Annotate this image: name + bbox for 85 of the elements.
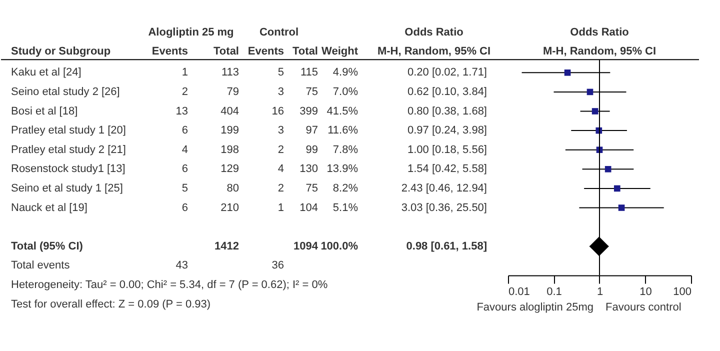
text: Heterogeneity: Tau² = 0.00; Chi² = 5.34, df = 7 (P = 0.62); I² = 0% — [11, 278, 328, 291]
text: 210 — [220, 202, 239, 214]
text: 7.0% — [332, 86, 358, 98]
text: 115 — [300, 66, 318, 79]
x-tick-label: 1 — [596, 286, 604, 298]
text: Odds Ratio — [404, 26, 464, 39]
text: 1.54 [0.42, 5.58] — [407, 163, 487, 176]
category-label: Rosenstock study1 [13] — [11, 163, 126, 176]
text: 104 — [300, 202, 318, 214]
text: 80 — [226, 182, 239, 194]
text: 3 — [278, 86, 284, 98]
category-label: Pratley etal study 2 [21] — [11, 144, 126, 156]
text: 16 — [272, 105, 284, 118]
text: 4 — [182, 144, 188, 156]
text: 113 — [221, 66, 239, 79]
category-label: Total — [292, 46, 318, 58]
category-label: Kaku et al [24] — [11, 66, 82, 79]
text: 11.6% — [328, 124, 358, 137]
x-tick-label: 100 — [673, 286, 692, 298]
text: 13.9% — [326, 163, 358, 176]
category-label: Nauck et al [19] — [11, 202, 88, 214]
category-label: Weight — [322, 46, 358, 58]
text: 100.0% — [320, 240, 358, 252]
text: 1.00 [0.18, 5.56] — [407, 144, 487, 156]
text: 13 — [176, 105, 188, 118]
text: 129 — [220, 163, 239, 176]
text: 79 — [226, 86, 239, 98]
category-label: Seino et al study 1 [25] — [11, 182, 123, 194]
category-label: Seino etal study 2 [26] — [11, 86, 120, 98]
text: 399 — [300, 105, 318, 118]
x-tick-label: 0.1 — [546, 286, 562, 298]
text: 1 — [182, 66, 188, 79]
text: 6 — [182, 202, 188, 214]
x-tick-label: 0.01 — [508, 286, 530, 298]
text: 41.5% — [326, 105, 358, 118]
text: 2 — [278, 144, 284, 156]
text: 0.62 [0.10, 3.84] — [407, 86, 487, 98]
text: 3.03 [0.36, 25.50] — [401, 202, 487, 214]
text: 5 — [182, 182, 188, 194]
text: Favours control — [606, 301, 682, 314]
text: 404 — [220, 105, 239, 118]
text: 130 — [300, 163, 318, 176]
category-label: M-H, Random, 95% CI — [377, 46, 491, 58]
text: 99 — [306, 144, 318, 156]
category-label: Total — [214, 46, 239, 58]
text: 1412 — [214, 240, 239, 252]
text: 2 — [278, 182, 284, 194]
text: 6 — [182, 124, 188, 137]
text: 1094 — [294, 240, 318, 252]
category-label: Events — [152, 46, 188, 58]
text: Test for overall effect: Z = 0.09 (P = 0.93) — [11, 298, 211, 310]
text: Favours alogliptin 25mg — [476, 301, 594, 314]
category-label: Pratley etal study 1 [20] — [11, 124, 126, 137]
text: 36 — [272, 260, 284, 272]
text: 0.97 [0.24, 3.98] — [407, 124, 487, 137]
text: 3 — [278, 124, 284, 137]
text: 0.98 [0.61, 1.58] — [406, 240, 487, 252]
text: 199 — [220, 124, 239, 137]
text: 4 — [278, 163, 284, 176]
category-label: Total events — [11, 260, 70, 272]
text: 0.80 [0.38, 1.68] — [407, 105, 487, 118]
text: 5.1% — [332, 202, 358, 214]
text: Control — [259, 26, 299, 39]
text: 43 — [176, 260, 188, 272]
text: 1 — [278, 202, 284, 214]
text: 2.43 [0.46, 12.94] — [401, 182, 487, 194]
text: 8.2% — [332, 182, 358, 194]
chart-subtitle: M-H, Random, 95% CI — [542, 46, 656, 58]
text: 5 — [278, 66, 284, 79]
text: 6 — [182, 163, 188, 176]
text: Study or Subgroup — [11, 46, 111, 58]
x-tick-label: 10 — [640, 286, 652, 298]
text: 7.8% — [332, 144, 358, 156]
text: 198 — [220, 144, 239, 156]
text: 4.9% — [332, 66, 358, 79]
text: 2 — [182, 86, 188, 98]
text: Alogliptin 25 mg — [148, 26, 234, 39]
text: 0.20 [0.02, 1.71] — [407, 66, 487, 79]
text: 75 — [306, 182, 318, 194]
chart-title: Odds Ratio — [570, 26, 630, 39]
category-label: Bosi et al [18] — [11, 105, 78, 118]
category-label: Events — [248, 46, 284, 58]
category-label: Total (95% CI) — [11, 240, 83, 252]
text: 97 — [306, 124, 318, 137]
text: 75 — [306, 86, 318, 98]
